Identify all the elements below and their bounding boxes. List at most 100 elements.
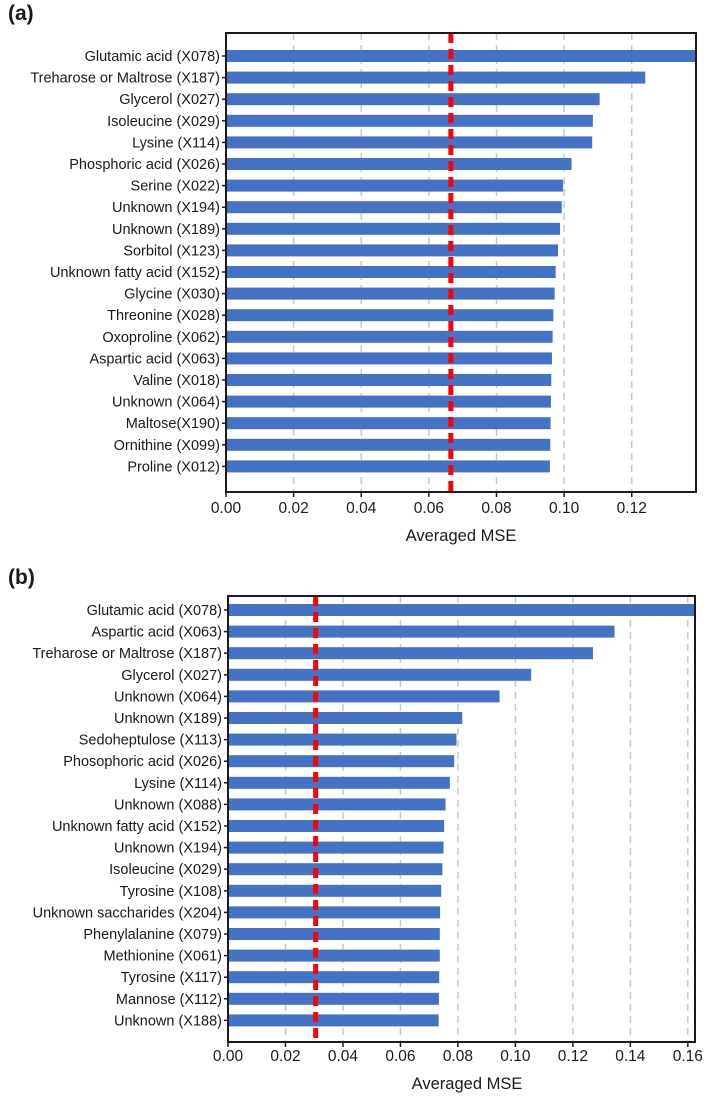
category-label-18: Ornithine (X099) [114,438,220,454]
bar-15 [226,374,552,386]
category-label-14: Unknown saccharides (X204) [33,905,222,921]
category-label-15: Valine (X018) [133,373,220,389]
x-tick-label-0: 0.00 [211,500,242,517]
panel-a-gridlines [292,33,633,492]
category-label-4: Unknown (X064) [114,689,222,705]
bar-11 [228,841,444,854]
bar-0 [228,604,695,616]
category-label-0: Glutamic acid (X078) [87,603,222,619]
bar-16 [228,949,440,962]
bar-13 [226,330,553,343]
category-label-0: Glutamic acid (X078) [85,49,220,65]
bar-18 [228,992,439,1005]
bar-16 [226,395,551,408]
bar-3 [226,114,593,127]
category-label-5: Unknown (X189) [114,711,222,727]
bar-5 [226,158,572,170]
panel-a-x-axis-title: Averaged MSE [406,527,517,545]
x-tick-label-3: 0.06 [414,500,444,517]
category-label-9: Sorbitol (X123) [123,243,220,259]
x-tick-label-5: 0.10 [500,1048,531,1065]
x-tick-label-5: 0.10 [549,500,580,517]
panel-a-category-labels: Glutamic acid (X078) Treharose or Maltros… [30,49,226,475]
category-label-19: Proline (X012) [127,459,220,475]
category-label-14: Aspartic acid (X063) [89,351,220,367]
category-label-4: Lysine (X114) [132,135,220,151]
category-label-10: Unknown fatty acid (X152) [52,819,222,835]
panel-a-label: (a) [8,2,34,25]
bar-6 [226,179,564,192]
category-label-12: Threonine (X028) [107,308,220,324]
bar-3 [228,668,532,681]
x-tick-label-7: 0.14 [615,1048,646,1065]
panel-a-bars [226,50,696,473]
panel-a-plot-frame [225,32,697,493]
x-tick-label-1: 0.02 [279,500,309,517]
bar-15 [228,928,440,940]
category-label-3: Glycerol (X027) [121,668,222,684]
panel-b-x-ticks: 0.00 0.02 0.04 0.06 0.08 0.10 0.12 0.14 0.16 [213,1042,703,1065]
bar-19 [226,460,550,473]
panel-a: (a) Glutamic acid (X078) Treharose or Mal… [8,2,697,545]
bar-12 [228,863,443,876]
bar-9 [228,798,446,811]
bar-10 [226,266,556,278]
x-tick-label-6: 0.12 [617,500,647,517]
category-label-3: Isoleucine (X029) [107,114,220,130]
category-label-13: Tyrosine (X108) [120,884,222,900]
category-label-17: Tyrosine (X117) [121,970,222,986]
bar-4 [228,690,500,703]
bar-11 [226,287,555,300]
category-label-11: Glycine (X030) [124,287,220,303]
category-label-11: Unknown (X194) [114,841,222,857]
x-tick-label-6: 0.12 [558,1048,588,1065]
category-label-7: Unknown (X194) [112,200,220,216]
panel-b: (b) Glutamic acid (X078) Aspartic acid (X… [8,566,703,1093]
bar-13 [228,884,442,897]
bar-18 [226,438,551,451]
bar-5 [228,712,463,724]
bar-10 [228,820,445,832]
panel-b-plot-frame [227,595,696,1043]
x-tick-label-4: 0.08 [443,1048,473,1065]
category-label-7: Phosophoric acid (X026) [63,754,222,770]
category-label-8: Unknown (X189) [112,222,220,238]
category-label-12: Isoleucine (X029) [109,862,222,878]
x-tick-label-8: 0.16 [673,1048,703,1065]
category-label-1: Treharose or Maltrose (X187) [30,71,220,87]
panel-b-label: (b) [8,566,35,589]
bar-2 [228,647,593,660]
panel-b-bars [228,604,695,1027]
bar-0 [226,50,696,62]
category-label-18: Mannose (X112) [116,992,222,1008]
bar-14 [228,906,441,919]
x-tick-label-2: 0.04 [328,1048,359,1065]
x-tick-label-3: 0.06 [385,1048,415,1065]
bar-8 [228,776,450,789]
bar-7 [228,755,455,768]
bar-17 [226,417,551,430]
panel-a-x-ticks: 0.00 0.02 0.04 0.06 0.08 0.10 0.12 [211,492,647,517]
bar-12 [226,309,554,322]
category-label-1: Aspartic acid (X063) [91,625,222,641]
category-label-6: Sedoheptulose (X113) [79,733,222,749]
panel-b-x-axis-title: Averaged MSE [412,1075,523,1093]
category-label-2: Treharose or Maltrose (X187) [32,646,222,662]
x-tick-label-2: 0.04 [346,500,377,517]
bar-1 [228,625,615,638]
panel-b-category-labels: Glutamic acid (X078) Aspartic acid (X063)… [32,603,228,1029]
bar-4 [226,136,593,149]
category-label-10: Unknown fatty acid (X152) [50,265,220,281]
x-tick-label-0: 0.00 [213,1048,244,1065]
category-label-16: Unknown (X064) [112,395,220,411]
category-label-5: Phosphoric acid (X026) [69,157,220,173]
bar-8 [226,222,561,235]
x-tick-label-1: 0.02 [270,1048,300,1065]
bar-2 [226,93,600,106]
bar-19 [228,1014,439,1027]
bar-7 [226,201,562,214]
category-label-19: Unknown (X188) [114,1013,222,1029]
bar-14 [226,352,552,365]
bar-9 [226,244,559,257]
